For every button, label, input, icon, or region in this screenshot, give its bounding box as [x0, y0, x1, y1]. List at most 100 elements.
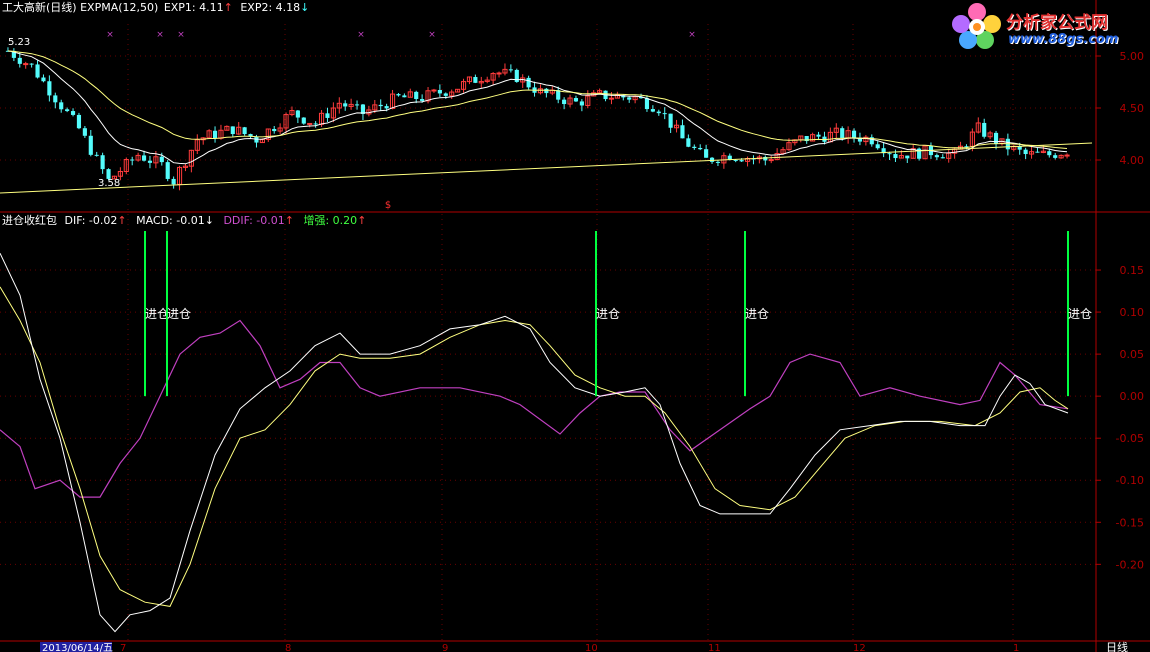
up-arrow-icon: ↑	[284, 214, 294, 227]
osc-tick-label: 0.15	[1120, 264, 1145, 277]
candle-body-down	[88, 135, 93, 155]
candle-body-down	[893, 154, 898, 159]
candle-body-down	[100, 155, 105, 170]
candle-body-down	[982, 122, 987, 137]
candle-body-up	[236, 126, 242, 135]
candle-body-up	[975, 122, 981, 133]
osc-tick-label: 0.05	[1120, 348, 1145, 361]
osc-tick-label: -0.10	[1116, 474, 1144, 487]
oscillator-lines	[0, 252, 1069, 633]
candle-body-down	[644, 98, 650, 110]
candle-body-down	[869, 137, 874, 145]
low-annotation: 3.58	[98, 178, 120, 189]
ema-short-line	[7, 50, 1068, 165]
dif-line	[0, 252, 1069, 633]
candle-body-down	[171, 178, 176, 185]
candle-body-down	[147, 160, 153, 163]
candle-body-up	[372, 104, 378, 111]
signal-label: 进仓	[1068, 307, 1092, 321]
macd-value: MACD: -0.01	[136, 214, 205, 227]
date-label-bg	[40, 642, 112, 652]
candle-body-up	[1028, 151, 1035, 155]
x-marker: ×	[177, 30, 185, 40]
candle-body-down	[656, 111, 661, 114]
candle-body-down	[993, 132, 999, 144]
candle-body-down	[94, 154, 99, 156]
candle-body-down	[165, 162, 170, 179]
candle-body-up	[336, 102, 342, 109]
candle-body-up	[224, 125, 230, 131]
candle-body-up	[455, 88, 461, 93]
signal-label: 进仓	[745, 307, 769, 321]
candle-body-down	[881, 148, 886, 154]
signal-label: 进仓	[145, 307, 169, 321]
candle-body-up	[206, 130, 212, 139]
candle-body-down	[698, 147, 703, 150]
candle-body-down	[414, 91, 419, 99]
osc-tick-label: 0.00	[1120, 390, 1145, 403]
candle-body-down	[544, 88, 549, 94]
candle-body-up	[182, 165, 189, 168]
candle-body-down	[130, 159, 135, 161]
candle-body-down	[313, 123, 318, 125]
candle-body-up	[389, 93, 396, 109]
month-tick-label: 9	[442, 643, 448, 652]
candle-body-up	[1064, 154, 1070, 157]
month-tick-label: 12	[853, 643, 866, 652]
candle-body-down	[354, 104, 360, 106]
candle-body-down	[402, 95, 407, 98]
logo-url: www.88gs.com	[1008, 32, 1119, 47]
candle-body-down	[301, 117, 306, 124]
candle-body-down	[65, 109, 70, 112]
candle-body-down	[964, 146, 969, 148]
x-marker: ×	[106, 30, 114, 40]
candle-body-down	[53, 95, 58, 103]
candle-body-up	[466, 76, 473, 83]
osc-tick-label: 0.10	[1120, 306, 1145, 319]
candle-body-down	[887, 153, 892, 155]
month-tick-label: 11	[708, 643, 721, 652]
candle-body-up	[585, 95, 591, 106]
candle-body-down	[934, 155, 939, 158]
candle-body-down	[29, 63, 34, 65]
candle-body-down	[662, 113, 667, 115]
candle-body-down	[76, 114, 82, 129]
candle-body-down	[325, 113, 330, 118]
candle-body-down	[804, 135, 809, 142]
candle-body-up	[597, 90, 603, 94]
candle-body-up	[898, 155, 904, 159]
candle-body-down	[17, 57, 22, 64]
candle-body-up	[407, 91, 413, 98]
candle-body-down	[248, 134, 253, 137]
candle-body-down	[650, 109, 655, 112]
x-marker: ×	[357, 30, 365, 40]
candle-body-up	[289, 109, 295, 116]
candle-body-up	[910, 148, 916, 159]
candle-body-down	[562, 99, 567, 105]
flower-logo-icon	[952, 3, 1001, 49]
candle-body-down	[905, 155, 910, 159]
candle-body-down	[420, 98, 425, 101]
candle-body-up	[810, 134, 816, 142]
candle-body-down	[940, 157, 945, 159]
date-label: 2013/06/14/五	[42, 643, 113, 652]
candle-body-down	[638, 96, 644, 99]
indicator-name: EXPMA(12,50)	[80, 1, 159, 14]
month-tick-label: 10	[585, 643, 598, 652]
candle-body-up	[277, 127, 283, 132]
high-annotation: 5.23	[8, 37, 30, 48]
candle-body-up	[786, 142, 792, 151]
month-tick-label: 7	[120, 643, 126, 652]
candle-body-down	[514, 69, 519, 82]
candle-body-down	[159, 156, 164, 163]
candle-body-down	[106, 169, 111, 179]
stock-title: 工大高新(日线)	[2, 1, 77, 14]
candle-body-up	[307, 122, 313, 125]
candle-body-down	[816, 134, 821, 137]
candle-body-up	[490, 73, 496, 81]
candle-body-down	[692, 146, 697, 148]
candle-body-down	[1053, 155, 1058, 158]
candle-body-down	[733, 159, 738, 161]
candle-body-down	[709, 157, 715, 162]
